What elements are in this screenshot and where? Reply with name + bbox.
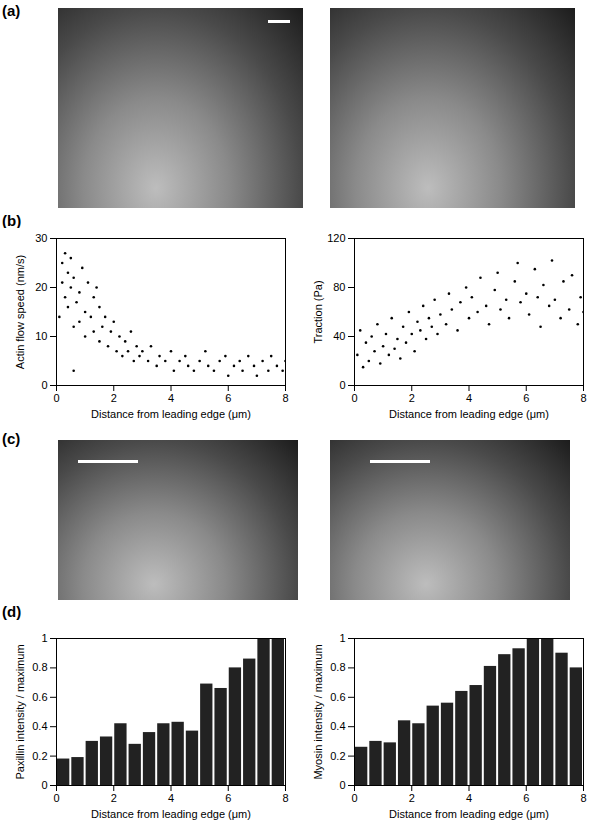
svg-text:30: 30: [35, 232, 47, 244]
svg-text:8: 8: [282, 792, 288, 804]
html-text:(a): (a): [2, 2, 21, 19]
html-text:(d): (d): [2, 603, 22, 620]
svg-text:0.4: 0.4: [32, 720, 47, 732]
svg-text:Paxillin intensity / maximum: Paxillin intensity / maximum: [14, 644, 26, 779]
svg-text:2: 2: [409, 392, 415, 404]
svg-text:2: 2: [111, 392, 117, 404]
svg-text:0: 0: [41, 779, 47, 791]
svg-text:0: 0: [339, 379, 345, 391]
svg-text:8: 8: [282, 392, 288, 404]
svg-text:2: 2: [111, 792, 117, 804]
svg-text:Distance from leading edge (μm: Distance from leading edge (μm): [91, 808, 251, 820]
svg-text:Traction (Pa): Traction (Pa): [312, 280, 324, 343]
svg-text:0.6: 0.6: [330, 691, 345, 703]
svg-text:1: 1: [41, 632, 47, 644]
svg-text:0.2: 0.2: [330, 750, 345, 762]
svg-text:6: 6: [225, 792, 231, 804]
svg-text:0: 0: [351, 392, 357, 404]
html-text:(b): (b): [2, 212, 22, 229]
svg-text:80: 80: [333, 281, 345, 293]
svg-text:4: 4: [466, 792, 472, 804]
svg-text:8: 8: [580, 392, 586, 404]
svg-text:8: 8: [580, 792, 586, 804]
svg-text:4: 4: [168, 392, 174, 404]
svg-text:120: 120: [327, 232, 345, 244]
svg-text:0: 0: [53, 392, 59, 404]
svg-text:0.8: 0.8: [330, 661, 345, 673]
svg-text:Myosin intensity / maximum: Myosin intensity / maximum: [312, 644, 324, 779]
svg-text:6: 6: [523, 392, 529, 404]
svg-text:6: 6: [225, 392, 231, 404]
svg-text:0.6: 0.6: [32, 691, 47, 703]
svg-text:0: 0: [351, 792, 357, 804]
svg-text:6: 6: [523, 792, 529, 804]
svg-text:4: 4: [466, 392, 472, 404]
svg-text:4: 4: [168, 792, 174, 804]
svg-text:40: 40: [333, 330, 345, 342]
svg-text:Distance from leading edge (μm: Distance from leading edge (μm): [389, 808, 549, 820]
svg-text:0: 0: [53, 792, 59, 804]
svg-text:2: 2: [409, 792, 415, 804]
svg-text:Actin flow speed (nm/s): Actin flow speed (nm/s): [14, 255, 26, 369]
svg-text:Distance from leading edge (μm: Distance from leading edge (μm): [91, 408, 251, 420]
svg-text:1: 1: [339, 632, 345, 644]
html-text:(c): (c): [2, 430, 21, 447]
svg-text:0.8: 0.8: [32, 661, 47, 673]
svg-text:0.2: 0.2: [32, 750, 47, 762]
svg-text:0: 0: [339, 779, 345, 791]
svg-text:Distance from leading edge (μm: Distance from leading edge (μm): [389, 408, 549, 420]
svg-text:20: 20: [35, 281, 47, 293]
svg-text:0.4: 0.4: [330, 720, 345, 732]
svg-text:10: 10: [35, 330, 47, 342]
svg-text:0: 0: [41, 379, 47, 391]
